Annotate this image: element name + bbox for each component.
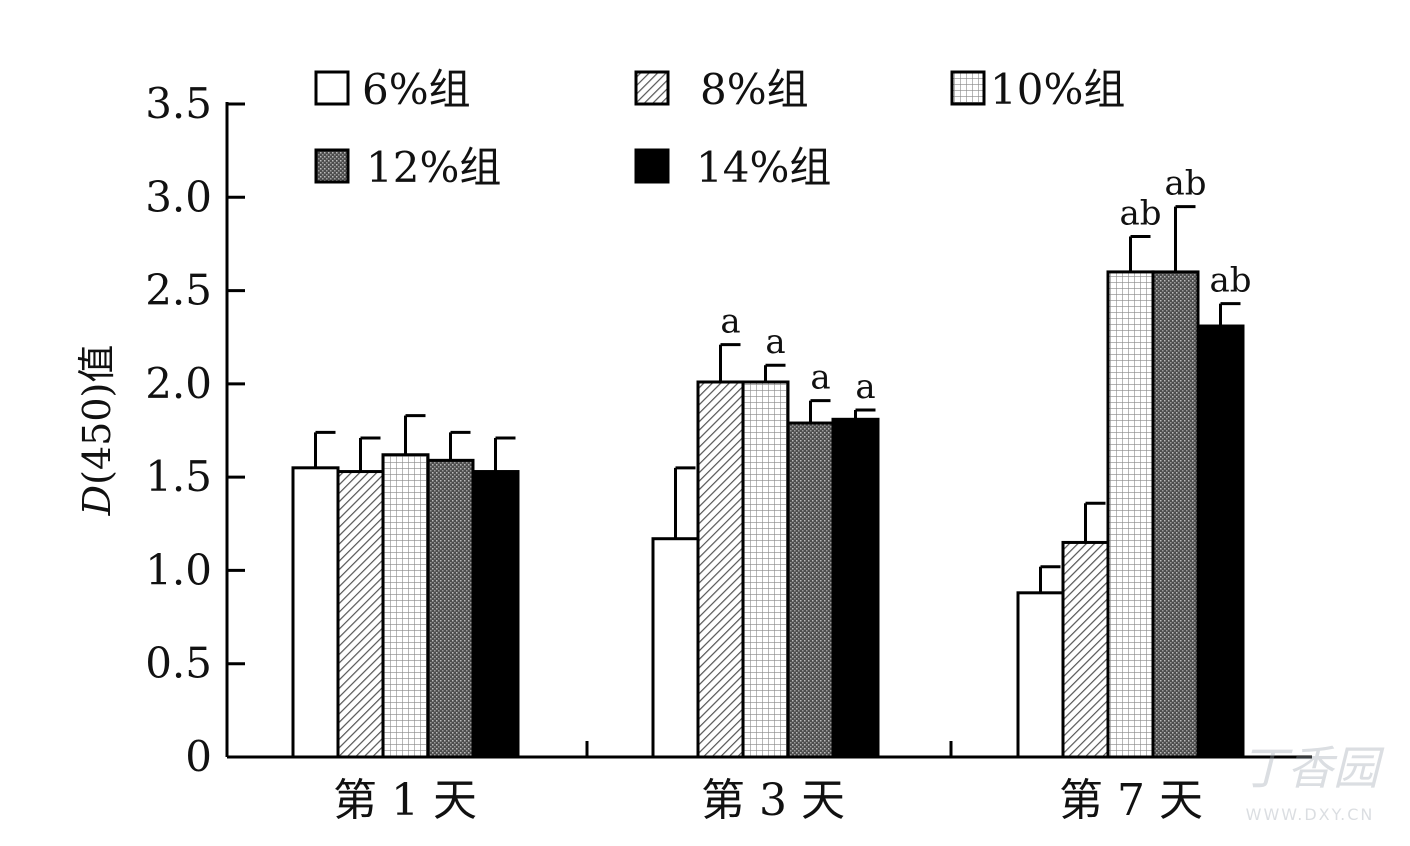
y-tick-label: 2.5 (145, 266, 212, 315)
legend-label: 14%组 (696, 143, 831, 192)
y-axis-label-rest: (450)值 (75, 345, 119, 485)
legend-label: 12%组 (366, 143, 501, 192)
legend-label: 6%组 (362, 65, 471, 114)
bar (786, 421, 835, 759)
bar (1016, 591, 1065, 759)
bar (1196, 324, 1245, 759)
legend-swatch (314, 148, 350, 184)
bar (741, 380, 790, 759)
axes: 0 0.5 1.0 1.5 2.0 2.5 3.0 3.5 (145, 79, 1312, 781)
legend: 6%组 8%组 10%组 12%组 14%组 (314, 65, 1125, 192)
legend-item: 10%组 (950, 65, 1125, 114)
bar (1061, 540, 1110, 759)
legend-item: 12%组 (314, 143, 501, 192)
bar (426, 458, 475, 759)
bar-group: aaa a第 3 天 (651, 302, 880, 826)
y-tick-label: 3.0 (145, 172, 212, 221)
y-axis-label-italic: D (75, 485, 119, 516)
bar (381, 453, 430, 759)
significance-label: ab (1164, 164, 1206, 204)
bar (336, 470, 385, 759)
watermark-logo-text: 丁香园 (1241, 741, 1385, 795)
bar (291, 466, 340, 759)
bar (831, 417, 880, 759)
y-tick-label: 1.5 (145, 452, 212, 501)
legend-label: 10%组 (990, 65, 1125, 114)
y-tick-label: 0 (185, 732, 212, 781)
legend-swatch (950, 70, 986, 106)
legend-item: 6%组 (314, 65, 471, 114)
legend-item: 14%组 (634, 143, 831, 192)
significance-label: ab (1209, 261, 1251, 301)
significance-label: a (855, 367, 875, 407)
y-axis-label: D(450)值 (75, 345, 119, 517)
legend-item: 8%组 (634, 65, 809, 114)
significance-label: a (765, 322, 785, 362)
legend-swatch (634, 148, 670, 184)
legend-swatch (314, 70, 350, 106)
legend-swatch (634, 70, 670, 106)
x-tick-label: 第 1 天 (333, 775, 477, 826)
bar-group: 第 1 天 (291, 414, 520, 826)
bar (1151, 270, 1200, 759)
y-tick-label: 1.0 (145, 545, 212, 594)
legend-label: 8%组 (700, 65, 809, 114)
bar (651, 537, 700, 759)
watermark-url-text: WWW.DXY.CN (1246, 805, 1375, 824)
significance-label: a (720, 302, 740, 342)
y-tick-label: 0.5 (145, 639, 212, 688)
significance-label: a (810, 358, 830, 398)
bar (1106, 270, 1155, 759)
y-tick-label: 3.5 (145, 79, 212, 128)
y-tick-label: 2.0 (145, 359, 212, 408)
x-tick-label: 第 7 天 (1059, 775, 1203, 826)
bar (471, 470, 520, 759)
x-tick-label: 第 3 天 (701, 775, 845, 826)
significance-label: ab (1119, 193, 1161, 233)
watermark: 丁香园 WWW.DXY.CN (1241, 741, 1385, 824)
bar (696, 380, 745, 759)
